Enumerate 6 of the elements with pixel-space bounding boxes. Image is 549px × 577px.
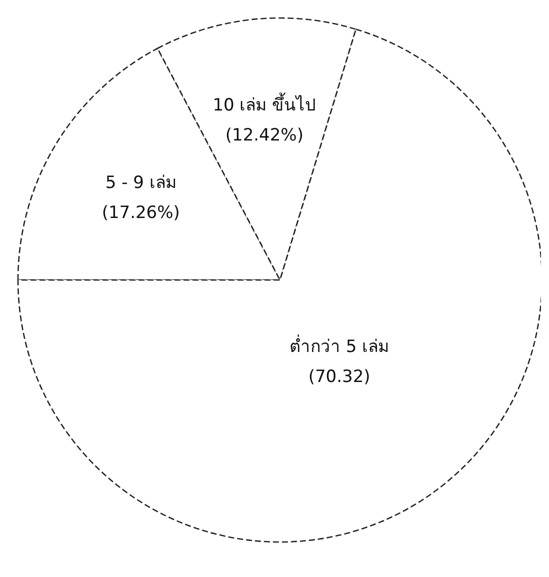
data-label: (70.32) [308, 366, 370, 387]
slice-label: 5 - 9 เล่ม [105, 173, 176, 194]
slice-label: ต่ำกว่า 5 เล่ม [290, 334, 390, 357]
data-label: (17.26%) [102, 203, 180, 224]
slice-label: 10 เล่ม ขึ้นไป [212, 92, 316, 116]
data-label: (12.42%) [225, 125, 304, 146]
